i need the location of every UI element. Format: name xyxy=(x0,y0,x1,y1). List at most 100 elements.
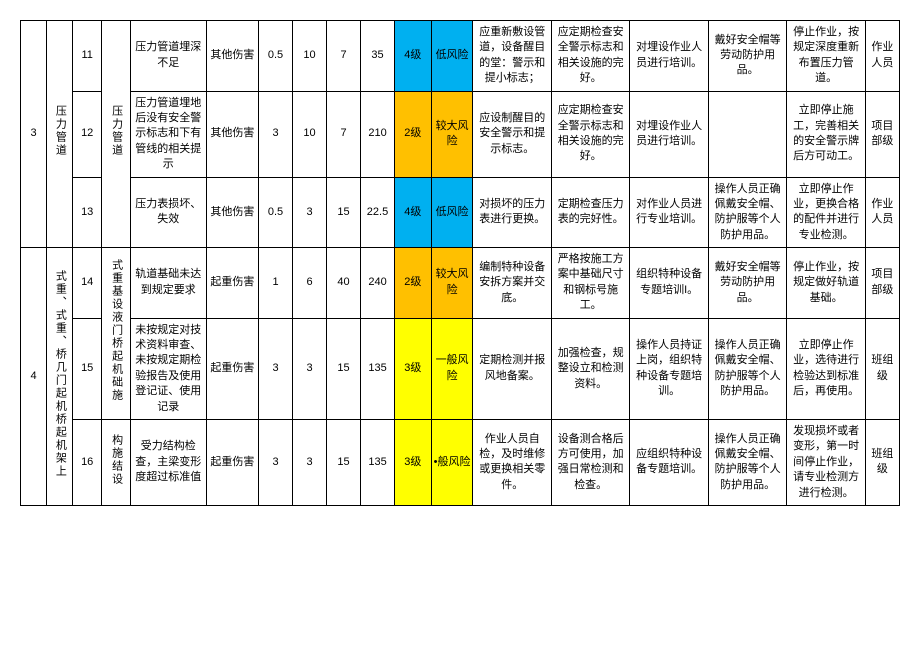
cell: 2级 xyxy=(395,248,432,319)
cell: 戴好安全帽等劳动防护用品。 xyxy=(708,21,786,92)
table-row: 4式重、式重、桥几门起机桥起机架上14式重基设液门桥起机础施轨道基础未达到规定要… xyxy=(21,248,900,319)
cell: 起重伤害 xyxy=(206,318,258,419)
cell: 对埋设作业人员进行培训。 xyxy=(630,91,708,177)
cell: 未按规定对技术资料审查、未按规定期检验报告及使用登记证、使用记录 xyxy=(130,318,206,419)
cell: 应重新敷设管道，设备醒目的堂：警示和提小标志； xyxy=(473,21,551,92)
cell: 15 xyxy=(73,318,102,419)
cell: 其他伤害 xyxy=(206,91,258,177)
cell: 压力管道 xyxy=(47,21,73,248)
cell: 压力表损坏、失效 xyxy=(130,177,206,248)
cell: 低风险 xyxy=(431,21,473,92)
cell: 3 xyxy=(293,318,327,419)
cell: 7 xyxy=(327,21,361,92)
cell: 压力管道埋地后没有安全警示标志和下有管线的相关提示 xyxy=(130,91,206,177)
cell: 15 xyxy=(327,177,361,248)
cell: 其他伤害 xyxy=(206,177,258,248)
table-row: 12 压力管道埋地后没有安全警示标志和下有管线的相关提示其他伤害31072102级… xyxy=(21,91,900,177)
cell: 3 xyxy=(21,21,47,248)
cell: 135 xyxy=(361,419,395,505)
cell: 7 xyxy=(327,91,361,177)
cell: 轨道基础未达到规定要求 xyxy=(130,248,206,319)
cell: 0.5 xyxy=(259,177,293,248)
cell: 14 xyxy=(73,248,102,319)
cell: 10 xyxy=(293,91,327,177)
cell: 3 xyxy=(259,419,293,505)
cell: 加强检查，规整设立和检测资料。 xyxy=(551,318,629,419)
cell: 应定期检查安全警示标志和相关设施的完好。 xyxy=(551,21,629,92)
cell: 210 xyxy=(361,91,395,177)
cell: 发现损坏或者变形，第一时间停止作业，请专业检测方进行检测。 xyxy=(787,419,865,505)
cell: 0.5 xyxy=(259,21,293,92)
cell: 35 xyxy=(361,21,395,92)
cell: 4 xyxy=(21,248,47,506)
cell: 定期检测并报风地备案。 xyxy=(473,318,551,419)
cell: 受力结构检查，主梁变形度超过标准值 xyxy=(130,419,206,505)
table-row: 13压力表损坏、失效其他伤害0.531522.54级低风险对损坏的压力表进行更换… xyxy=(21,177,900,248)
cell: 一般风险 xyxy=(431,318,473,419)
cell: 较大风险 xyxy=(431,248,473,319)
cell: 班组级 xyxy=(865,419,899,505)
cell: 压力管道埋深不足 xyxy=(130,21,206,92)
cell: 240 xyxy=(361,248,395,319)
cell: 12 xyxy=(73,91,102,177)
cell: 应定期检查安全警示标志和相关设施的完好。 xyxy=(551,91,629,177)
cell: 定期检查压力表的完好性。 xyxy=(551,177,629,248)
cell: 对损坏的压力表进行更换。 xyxy=(473,177,551,248)
cell: 13 xyxy=(73,177,102,248)
cell: 项目部级 xyxy=(865,248,899,319)
cell: 构施结设 xyxy=(102,419,131,505)
cell: 压力管道 xyxy=(102,21,131,248)
cell: 3级 xyxy=(395,318,432,419)
cell: 1 xyxy=(259,248,293,319)
cell: 135 xyxy=(361,318,395,419)
cell: 15 xyxy=(327,318,361,419)
cell: 式重基设液门桥起机础施 xyxy=(102,248,131,420)
cell: 低风险 xyxy=(431,177,473,248)
cell: 编制特种设备安拆方案并交底。 xyxy=(473,248,551,319)
cell: 对作业人员进行专业培训。 xyxy=(630,177,708,248)
table-row: 3压力管道11压力管道压力管道埋深不足其他伤害0.5107354级低风险应重新敷… xyxy=(21,21,900,92)
cell: 起重伤害 xyxy=(206,419,258,505)
cell: 立即停止施工，完善相关的安全警示牌后方可动工。 xyxy=(787,91,865,177)
cell: 戴好安全帽等劳动防护用品。 xyxy=(708,248,786,319)
cell: 操作人员正确佩戴安全帽、防护服等个人防护用品。 xyxy=(708,419,786,505)
cell: 操作人员正确佩戴安全帽、防护服等个人防护用品。 xyxy=(708,318,786,419)
cell: 16 xyxy=(73,419,102,505)
cell: 操作人员持证上岗，组织特种设备专题培训。 xyxy=(630,318,708,419)
cell: 3 xyxy=(259,318,293,419)
cell: 立即停止作业，更换合格的配件并进行专业检测。 xyxy=(787,177,865,248)
cell: 40 xyxy=(327,248,361,319)
cell: 其他伤害 xyxy=(206,21,258,92)
cell: 4级 xyxy=(395,21,432,92)
cell: 3 xyxy=(293,419,327,505)
cell: 式重、式重、桥几门起机桥起机架上 xyxy=(47,248,73,506)
cell: 作业人员 xyxy=(865,21,899,92)
cell: 2级 xyxy=(395,91,432,177)
table-row: 15未按规定对技术资料审查、未按规定期检验报告及使用登记证、使用记录起重伤害33… xyxy=(21,318,900,419)
cell: 项目部级 xyxy=(865,91,899,177)
cell: 应设制醒目的安全警示和提示标志。 xyxy=(473,91,551,177)
cell xyxy=(708,91,786,177)
cell: 3 xyxy=(259,91,293,177)
cell: 应组织特种设备专题培训。 xyxy=(630,419,708,505)
cell: 操作人员正确佩戴安全帽、防护服等个人防护用品。 xyxy=(708,177,786,248)
cell: 6 xyxy=(293,248,327,319)
table-row: 16构施结设受力结构检查，主梁变形度超过标准值起重伤害33151353级•般风险… xyxy=(21,419,900,505)
cell: 11 xyxy=(73,21,102,92)
risk-table: 3压力管道11压力管道压力管道埋深不足其他伤害0.5107354级低风险应重新敷… xyxy=(20,20,900,506)
cell: 组织特种设备专题培训I。 xyxy=(630,248,708,319)
cell: •般风险 xyxy=(431,419,473,505)
cell: 对埋设作业人员进行培训。 xyxy=(630,21,708,92)
cell: 严格按施工方案中基础尺寸和钢标号施工。 xyxy=(551,248,629,319)
cell: 10 xyxy=(293,21,327,92)
cell: 停止作业，按规定深度重新布置压力管道。 xyxy=(787,21,865,92)
cell: 4级 xyxy=(395,177,432,248)
cell: 班组级 xyxy=(865,318,899,419)
cell: 起重伤害 xyxy=(206,248,258,319)
cell: 停止作业，按规定做好轨道基础。 xyxy=(787,248,865,319)
cell: 设备测合格后方可使用，加强日常检测和检查。 xyxy=(551,419,629,505)
cell: 作业人员 xyxy=(865,177,899,248)
cell: 22.5 xyxy=(361,177,395,248)
cell: 3级 xyxy=(395,419,432,505)
cell: 作业人员自检，及时维修或更换相关零件。 xyxy=(473,419,551,505)
